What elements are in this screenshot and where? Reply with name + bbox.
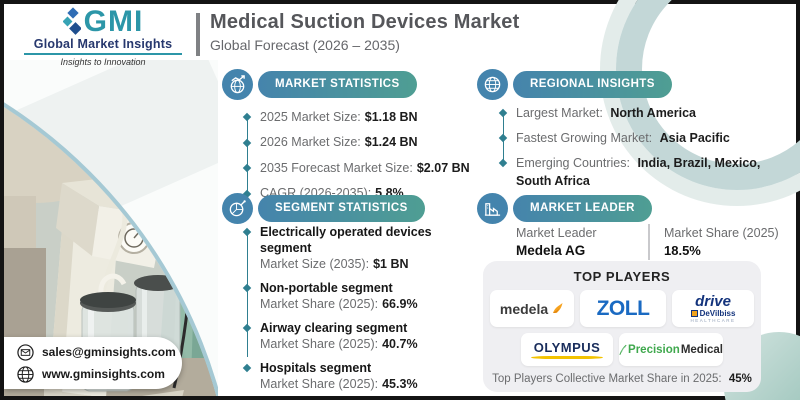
top-players-row-2: OLYMPUS Precision Medical	[483, 333, 761, 366]
segment-label: Market Share (2025):	[260, 337, 379, 351]
factory-icon	[477, 193, 508, 224]
region-label: Fastest Growing Market:	[516, 131, 653, 145]
medela-wordmark: medela	[499, 300, 549, 317]
stat-value: $1.18 BN	[364, 109, 418, 124]
top-players-title: TOP PLAYERS	[573, 269, 671, 284]
segment-statistics-list: Electrically operated devices segment Ma…	[240, 224, 480, 400]
top-players-footer: Top Players Collective Market Share in 2…	[483, 373, 761, 385]
globe-trend-icon	[222, 69, 253, 100]
list-item: Emerging Countries: India, Brazil, Mexic…	[496, 154, 796, 190]
contact-email-row[interactable]: sales@gminsights.com	[17, 343, 182, 361]
page-title: Medical Suction Devices Market	[210, 11, 520, 33]
market-leader-header: MARKET LEADER	[477, 193, 652, 224]
globe-icon	[477, 69, 508, 100]
logo-medela: medela	[490, 290, 574, 327]
title-divider-bar	[196, 13, 200, 56]
logo-tagline: Insights to Innovation	[60, 57, 146, 67]
stat-label: 2026 Market Size:	[260, 135, 361, 150]
segment-name: Electrically operated devices segment	[260, 225, 432, 255]
logo-company-name: Global Market Insights	[33, 37, 173, 51]
segment-value: 45.3%	[382, 377, 418, 391]
leader-name: Medela AG	[516, 243, 586, 258]
devilbiss-square-icon	[690, 309, 698, 317]
contact-website-row[interactable]: www.gminsights.com	[17, 365, 182, 383]
devilbiss-healthcare-text: HEALTHCARE	[690, 317, 736, 323]
share-label: Market Share (2025)	[664, 226, 779, 240]
page-subtitle: Global Forecast (2026 – 2035)	[210, 37, 400, 53]
top-players-row-1: medela ZOLL drive DeVilbiss HEALTHCARE	[483, 290, 761, 327]
pie-chart-magnifier-icon	[222, 193, 253, 224]
segment-value: $1 BN	[373, 257, 409, 271]
segment-label: Market Size (2035):	[260, 257, 370, 271]
logo-zoll: ZOLL	[580, 290, 666, 327]
stat-value: $2.07 BN	[416, 160, 470, 175]
devilbiss-wordmark: DeVilbiss	[699, 308, 736, 318]
region-value: Asia Pacific	[659, 131, 730, 145]
logo-rule	[24, 53, 182, 55]
medical-wordmark: Medical	[680, 343, 723, 356]
footer-value: 45%	[728, 373, 752, 385]
olympus-swoosh	[531, 355, 603, 359]
segment-value: 66.9%	[382, 297, 418, 311]
segment-statistics-title: SEGMENT STATISTICS	[258, 195, 425, 222]
list-item: Non-portable segment Market Share (2025)…	[240, 280, 480, 313]
segment-label: Market Share (2025):	[260, 297, 379, 311]
stat-value: $1.24 BN	[364, 135, 418, 150]
market-leader-title: MARKET LEADER	[513, 195, 652, 222]
list-item: Largest Market: North America	[496, 104, 796, 122]
leader-divider	[648, 224, 650, 260]
precision-wordmark: Precision	[628, 343, 680, 356]
region-label: Largest Market:	[516, 106, 603, 120]
envelope-icon	[17, 343, 34, 361]
segment-name: Hospitals segment	[260, 361, 372, 375]
zoll-wordmark: ZOLL	[596, 296, 650, 320]
stat-label: 2025 Market Size:	[260, 109, 361, 124]
share-value: 18.5%	[664, 243, 701, 258]
market-leader-content: Market Leader Medela AG Market Share (20…	[516, 224, 779, 260]
list-item: Airway clearing segment Market Share (20…	[240, 320, 480, 353]
leader-label: Market Leader	[516, 226, 597, 240]
contact-card: sales@gminsights.com www.gminsights.com	[4, 337, 182, 389]
market-statistics-header: MARKET STATISTICS	[222, 69, 417, 100]
region-value: North America	[610, 106, 696, 120]
globe-icon	[17, 365, 34, 383]
contact-email[interactable]: sales@gminsights.com	[42, 345, 176, 359]
olympus-wordmark: OLYMPUS	[533, 339, 601, 355]
drive-wordmark: drive	[695, 292, 731, 310]
logo-olympus: OLYMPUS	[521, 333, 613, 366]
list-item: Fastest Growing Market: Asia Pacific	[496, 129, 796, 147]
regional-insights-title: REGIONAL INSIGHTS	[513, 71, 672, 98]
segment-label: Market Share (2025):	[260, 377, 379, 391]
logo-drive-devilbiss: drive DeVilbiss HEALTHCARE	[672, 290, 754, 327]
list-item: 2035 Forecast Market Size: $2.07 BN	[240, 155, 470, 181]
segment-name: Non-portable segment	[260, 281, 393, 295]
region-label: Emerging Countries:	[516, 156, 630, 170]
list-item: Hospitals segment Market Share (2025): 45…	[240, 360, 480, 393]
list-item: Electrically operated devices segment Ma…	[240, 224, 480, 273]
precision-leaf-icon	[619, 344, 627, 355]
market-statistics-title: MARKET STATISTICS	[258, 71, 417, 98]
regional-insights-list: Largest Market: North America Fastest Gr…	[496, 104, 796, 197]
gmi-diamonds-icon	[62, 7, 81, 35]
segment-value: 40.7%	[382, 337, 418, 351]
segment-statistics-header: SEGMENT STATISTICS	[222, 193, 425, 224]
logo-precision-medical: Precision Medical	[619, 333, 723, 366]
list-item: 2025 Market Size: $1.18 BN	[240, 104, 465, 130]
top-players-box: TOP PLAYERS medela ZOLL drive DeVilbiss …	[483, 261, 761, 392]
region-value: India, Brazil, Mexico, South Africa	[516, 156, 761, 188]
logo-text: GMI	[83, 5, 144, 38]
list-item: 2026 Market Size: $1.24 BN	[240, 130, 465, 156]
regional-insights-header: REGIONAL INSIGHTS	[477, 69, 672, 100]
market-statistics-list: 2025 Market Size: $1.18 BN 2026 Market S…	[240, 104, 470, 206]
contact-website[interactable]: www.gminsights.com	[42, 367, 165, 381]
stat-label: 2035 Forecast Market Size:	[260, 160, 413, 175]
footer-label: Top Players Collective Market Share in 2…	[492, 373, 722, 385]
medela-swan-icon	[553, 303, 563, 313]
segment-name: Airway clearing segment	[260, 321, 408, 335]
gmi-logo: GMI Global Market Insights Insights to I…	[14, 7, 192, 67]
